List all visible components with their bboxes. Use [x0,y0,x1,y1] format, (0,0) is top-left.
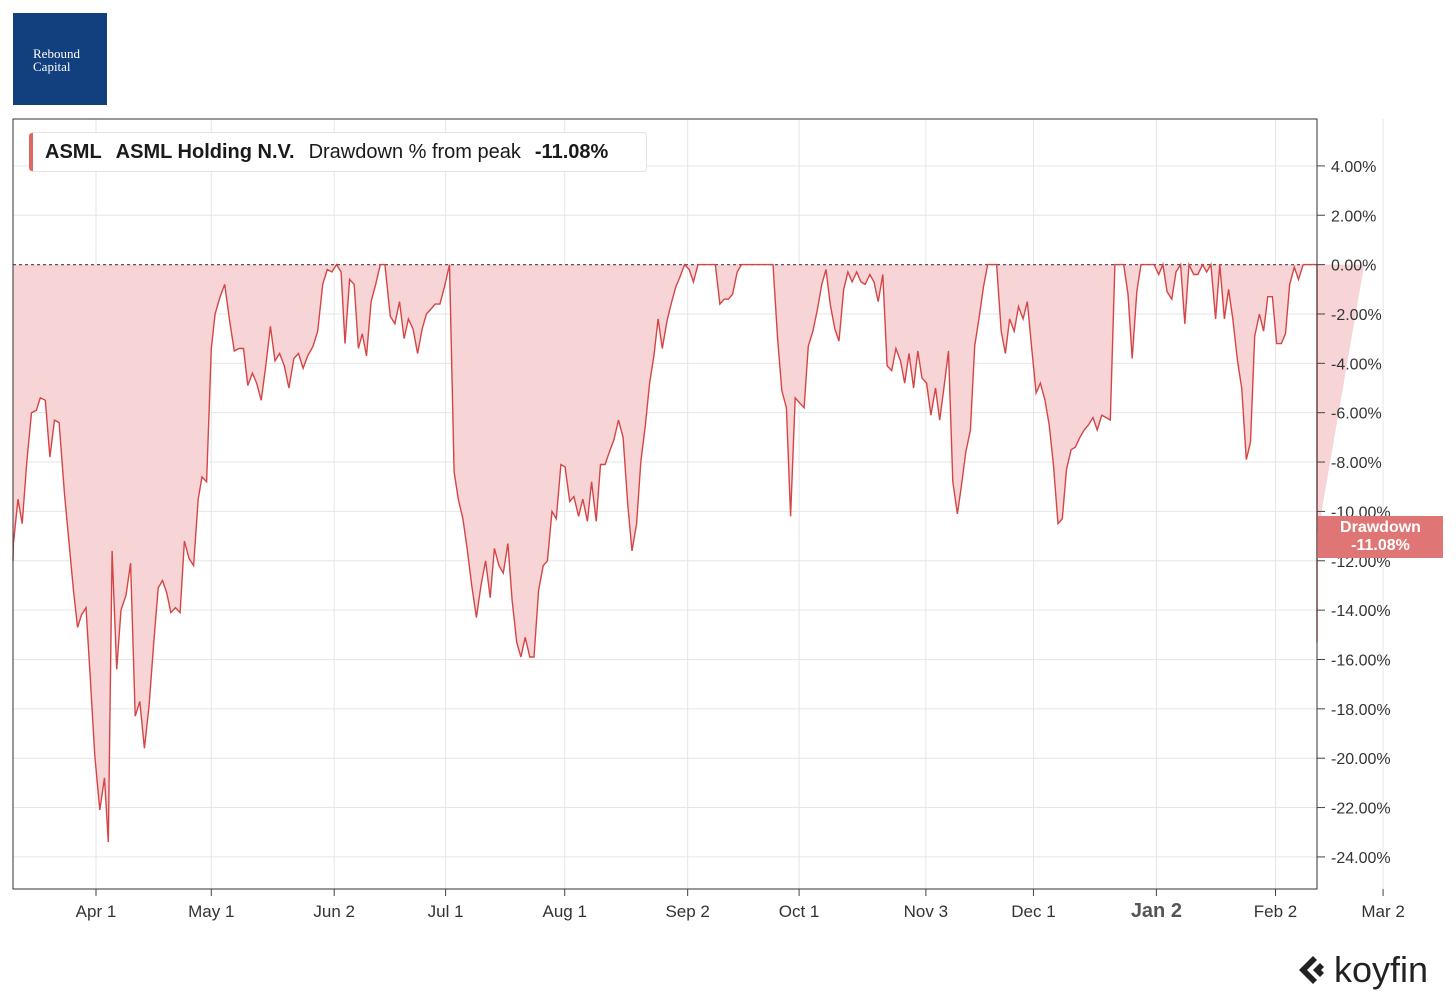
x-tick-label: Nov 3 [904,902,948,921]
x-axis: Apr 1 May 1 Jun 2 Jul 1 Aug 1 Sep 2 Oct 1 Nov 3… [76,889,1405,922]
brand-text: koyfin [1334,949,1429,990]
y-tick-label: 0.00% [1331,258,1376,275]
rebound-capital-logo: Rebound Capital [13,13,107,105]
y-tick-label: 2.00% [1331,208,1376,225]
badge-label: Drawdown [1340,519,1421,536]
y-tick-label: -18.00% [1331,702,1391,719]
x-tick-label: Jun 2 [313,902,355,921]
legend-metric: Drawdown % from peak [308,140,521,163]
y-tick-label: -4.00% [1331,356,1382,373]
legend-company-name: ASML Holding N.V. [115,140,295,163]
y-tick-label: -2.00% [1331,307,1382,324]
badge-value: -11.08% [1351,537,1410,554]
chart-grid [13,119,1384,889]
y-tick-label: -20.00% [1331,751,1391,768]
legend-color-bar [29,133,33,171]
x-tick-label: Jan 2 [1131,900,1182,922]
chart-legend: ASML ASML Holding N.V. Drawdown % from p… [29,132,647,172]
y-tick-label: -14.00% [1331,603,1391,620]
y-tick-label: -8.00% [1331,455,1382,472]
drawdown-area [13,264,1365,843]
koyfin-logo-icon [1299,956,1324,984]
x-tick-label: Aug 1 [543,902,587,921]
x-tick-label: Dec 1 [1011,902,1055,921]
legend-ticker: ASML [45,140,102,163]
y-tick-label: -12.00% [1331,554,1391,571]
x-tick-label: Mar 2 [1361,902,1404,921]
drawdown-line [12,261,1318,843]
y-tick-label: -16.00% [1331,652,1391,669]
x-tick-label: Feb 2 [1254,902,1297,921]
x-tick-label: Oct 1 [779,902,820,921]
logo-line-1: Rebound [33,46,80,61]
current-value-badge: Drawdown -11.08% [1318,516,1443,558]
x-tick-label: Sep 2 [665,902,709,921]
y-tick-label: 4.00% [1331,159,1376,176]
y-tick-label: -6.00% [1331,406,1382,423]
logo-line-2: Capital [33,59,71,74]
y-tick-label: -24.00% [1331,850,1391,867]
x-tick-label: May 1 [188,902,234,921]
legend-value: -11.08% [534,140,609,163]
x-tick-label: Apr 1 [76,902,117,921]
koyfin-brand: koyfin [1296,949,1429,990]
x-tick-label: Jul 1 [428,902,464,921]
y-axis: 4.00% 2.00% 0.00% -2.00% -4.00% -6.00% -8.00% -… [1317,159,1391,867]
y-tick-label: -22.00% [1331,801,1391,818]
plot-frame [12,118,1318,890]
